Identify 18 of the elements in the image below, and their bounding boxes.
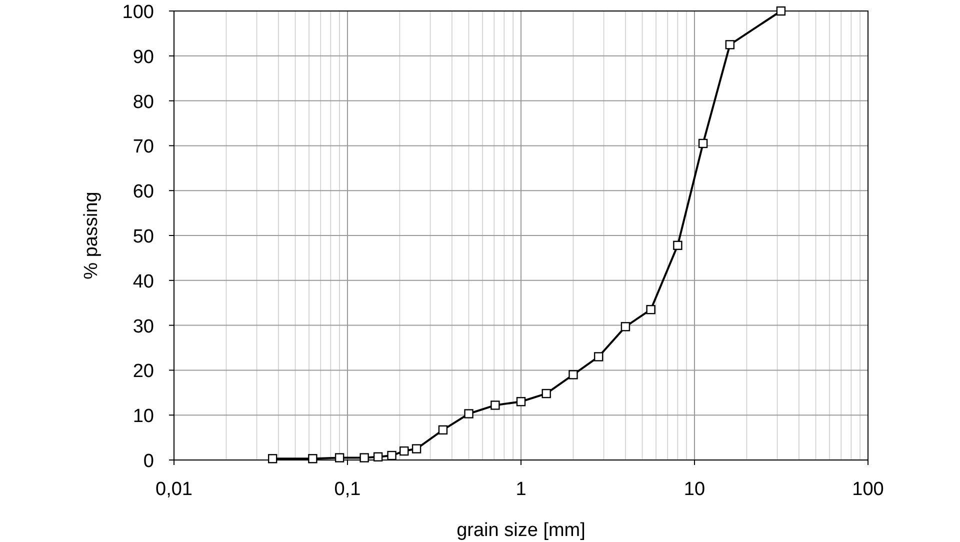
- y-tick-label: 40: [132, 271, 154, 292]
- y-tick-label: 100: [122, 2, 154, 23]
- x-tick-label: 100: [852, 479, 884, 500]
- x-tick-label: 1: [516, 479, 526, 500]
- y-tick-label: 90: [132, 46, 154, 68]
- y-tick-label: 10: [132, 406, 154, 428]
- y-tick-label: 60: [132, 182, 154, 203]
- x-tick-label: 10: [684, 479, 706, 500]
- y-tick-label: 0: [143, 451, 154, 472]
- y-tick-label: 80: [132, 92, 154, 113]
- x-tick-label: 0,01: [156, 479, 192, 500]
- x-axis-title: grain size [mm]: [456, 520, 586, 541]
- x-tick-label: 0,1: [334, 479, 361, 500]
- y-tick-label: 30: [132, 316, 154, 338]
- y-axis-title: % passing: [81, 192, 102, 280]
- y-tick-label: 70: [132, 136, 154, 158]
- y-tick-label: 50: [132, 226, 154, 248]
- y-tick-label: 20: [132, 361, 154, 382]
